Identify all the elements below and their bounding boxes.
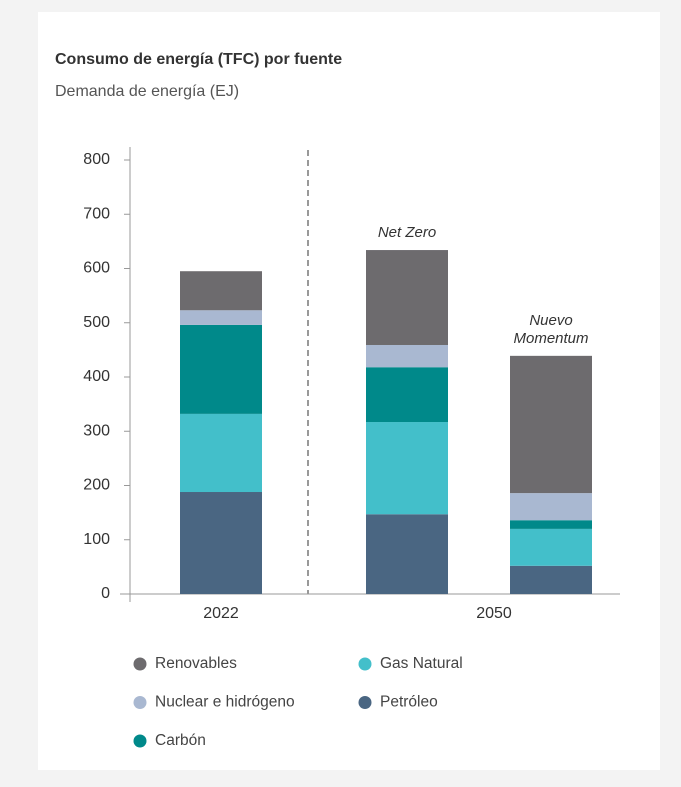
bar-segment [180,492,262,594]
y-tick-label: 200 [83,477,110,494]
bar-segment [510,520,592,529]
y-tick-label: 800 [83,151,110,168]
y-tick-label: 100 [83,531,110,548]
bar-segment [366,422,448,515]
legend-label: Petróleo [380,694,438,711]
y-tick-label: 500 [83,314,110,331]
legend-label: Gas Natural [380,655,463,672]
y-tick-label: 700 [83,205,110,222]
y-tick-label: 0 [101,585,110,602]
bar-segment [366,367,448,423]
legend-label: Nuclear e hidrógeno [155,694,295,711]
bar-segment [510,493,592,521]
legend-label: Carbón [155,732,206,749]
chart-title: Consumo de energía (TFC) por fuente [55,51,342,68]
bar-segment [180,413,262,493]
bar-segment [180,324,262,414]
legend-swatch [358,696,372,709]
y-tick-label: 300 [83,422,110,439]
bar-annotation: Nuevo Momentum [513,311,589,347]
legend-swatch [358,657,372,671]
x-tick-label: 2022 [203,605,239,622]
legend-swatch [133,696,147,709]
bar-annotation: Net Zero [377,224,437,242]
bar-segment [366,514,448,594]
y-tick-label: 400 [83,368,110,385]
bar-segment [180,271,262,311]
bar-segment [366,250,448,345]
chart-subtitle: Demanda de energía (EJ) [55,83,239,100]
legend-label: Renovables [155,655,237,672]
bar-segment [510,565,592,594]
bar-segment [366,344,448,368]
bar-segment [180,310,262,325]
legend-swatch [133,657,147,671]
y-tick-label: 600 [83,260,110,277]
legend-swatch [133,734,147,748]
x-tick-label: 2050 [476,605,512,622]
bar-segment [510,355,592,494]
bar-segment [510,528,592,566]
